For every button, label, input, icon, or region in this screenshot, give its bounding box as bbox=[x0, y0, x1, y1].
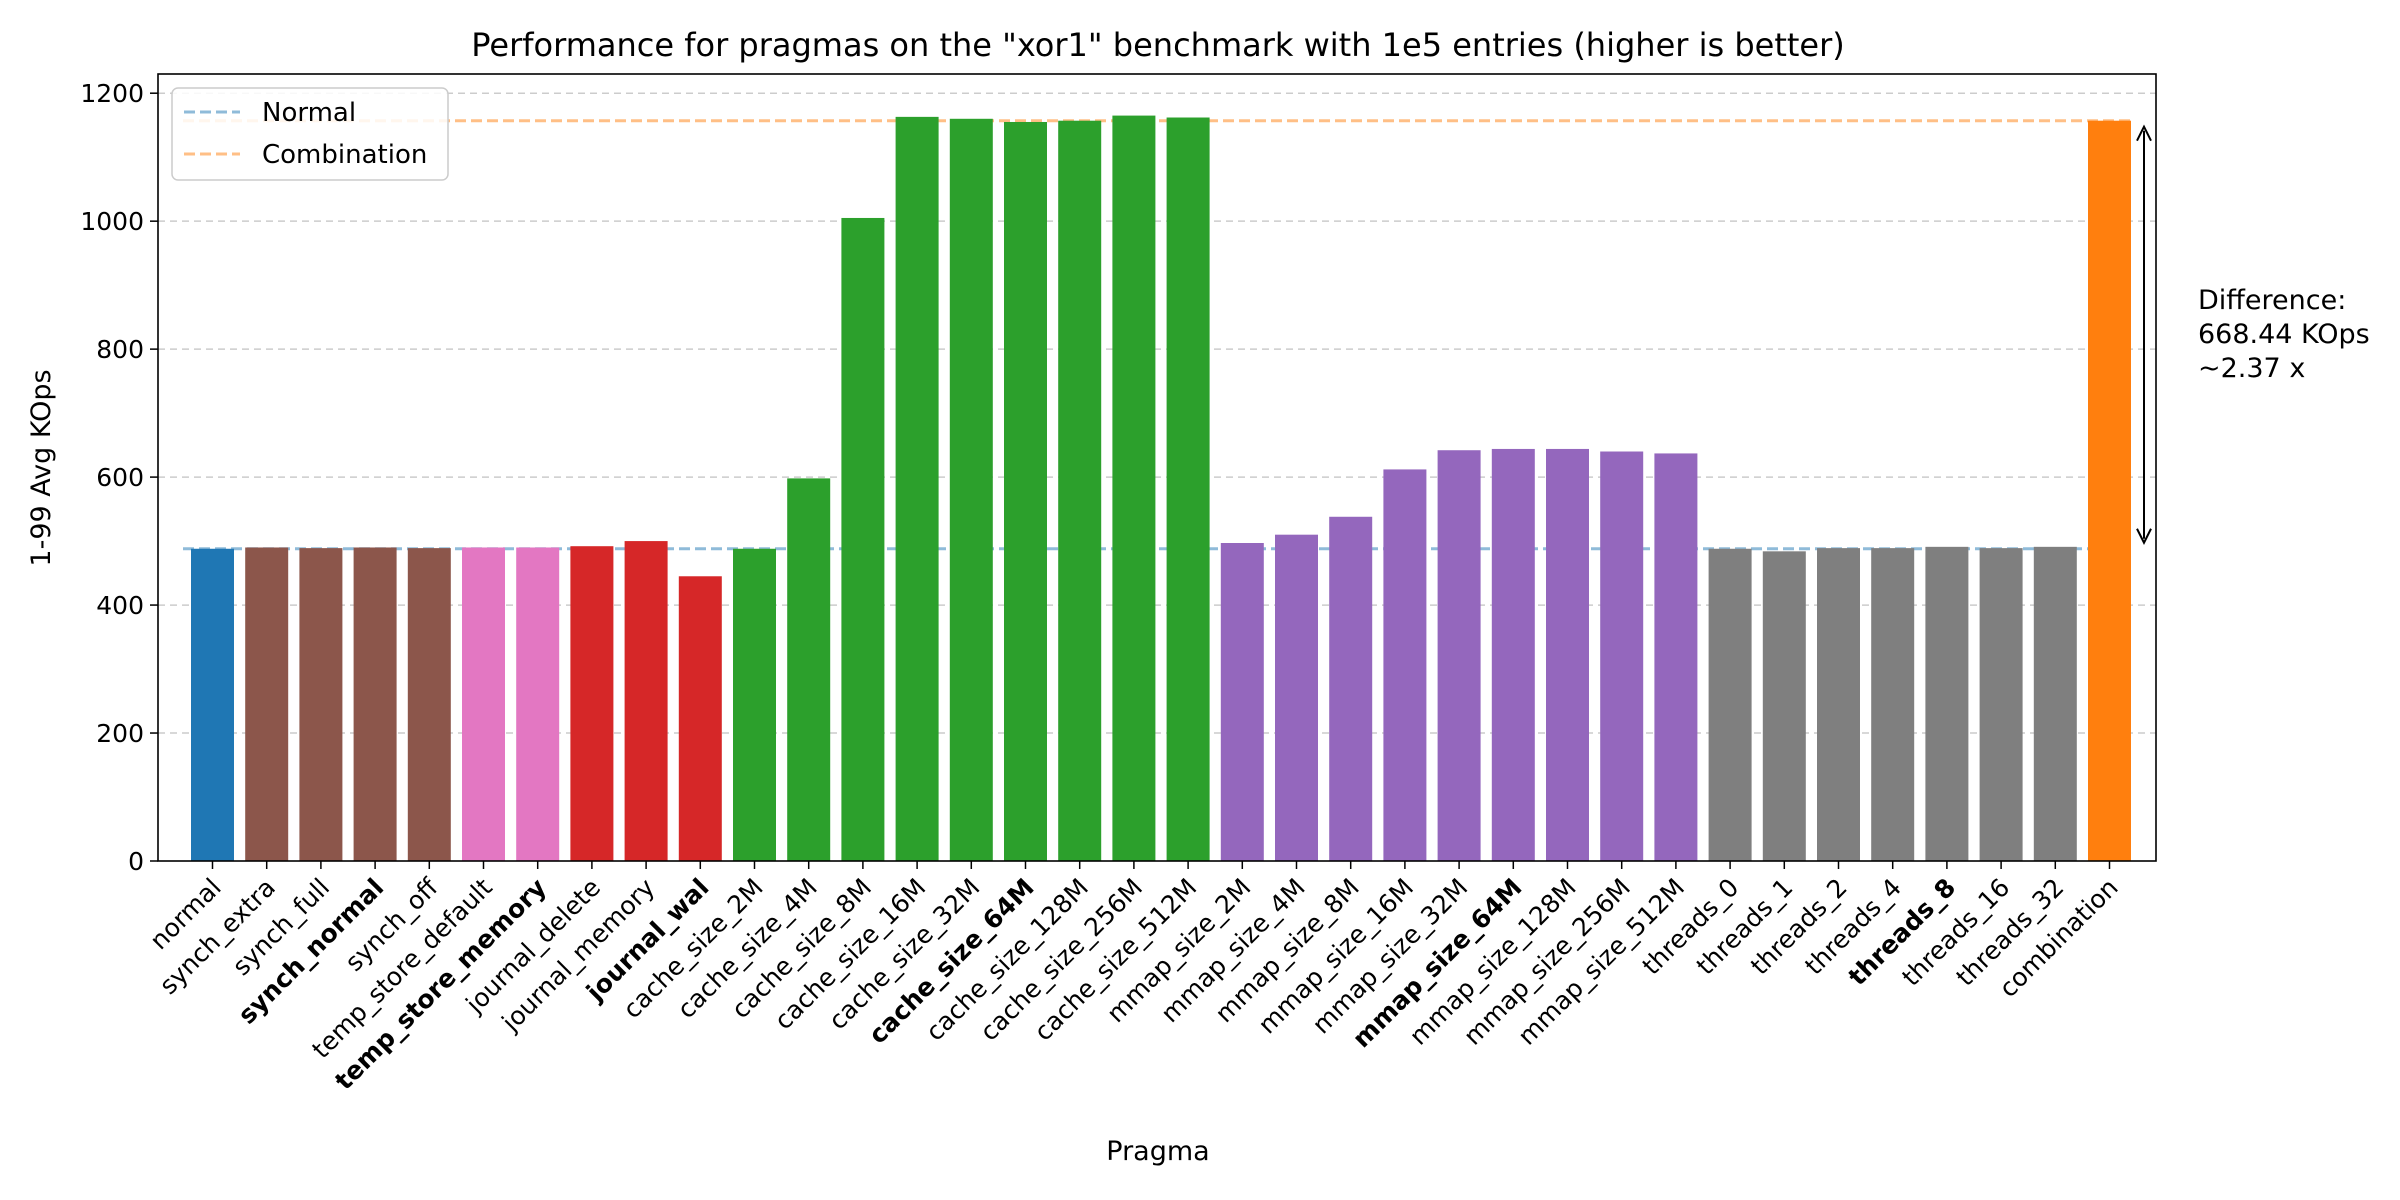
bar-cache_size_32M bbox=[949, 118, 993, 861]
bar-cache_size_64M bbox=[1004, 121, 1047, 862]
annotation-text-line: ~2.37 x bbox=[2198, 353, 2305, 384]
bar-mmap_size_256M bbox=[1600, 451, 1644, 861]
bar-combination bbox=[2088, 120, 2131, 861]
bar-threads_0 bbox=[1708, 548, 1752, 861]
plot-frame bbox=[157, 73, 2157, 862]
reference-lines bbox=[183, 119, 2131, 551]
legend-label-normal: Normal bbox=[262, 98, 356, 128]
bar-threads_2 bbox=[1817, 548, 1860, 861]
y-tick-label: 400 bbox=[96, 591, 144, 620]
y-tick-label: 1200 bbox=[80, 79, 144, 108]
bar-mmap_size_64M bbox=[1491, 448, 1535, 861]
bar-temp_store_default bbox=[462, 547, 505, 861]
bar-cache_size_2M bbox=[733, 548, 776, 861]
difference-annotation: Difference:668.44 KOps~2.37 x bbox=[2136, 124, 2370, 545]
annotation-text-line: 668.44 KOps bbox=[2198, 319, 2370, 350]
annotation-text-line: Difference: bbox=[2198, 285, 2346, 316]
bar-threads_4 bbox=[1871, 548, 1915, 861]
bar-mmap_size_2M bbox=[1220, 543, 1264, 861]
bar-journal_memory bbox=[624, 541, 668, 861]
bar-cache_size_128M bbox=[1058, 120, 1102, 861]
legend: Normal Combination bbox=[171, 87, 449, 181]
y-tick-label: 600 bbox=[96, 463, 144, 492]
bar-synch_extra bbox=[245, 547, 289, 861]
bar-journal_delete bbox=[570, 546, 614, 861]
bars bbox=[191, 115, 2131, 862]
y-axis-label: 1-99 Avg KOps bbox=[26, 369, 57, 566]
bar-normal bbox=[191, 548, 234, 861]
bar-synch_full bbox=[299, 548, 343, 861]
bar-cache_size_16M bbox=[895, 116, 939, 862]
bar-mmap_size_128M bbox=[1546, 448, 1589, 861]
y-axis-ticks: 0 200 400 600 800 1000 1200 bbox=[80, 79, 158, 876]
bar-temp_store_memory bbox=[516, 547, 560, 861]
gridlines bbox=[158, 92, 2156, 734]
bar-threads_8 bbox=[1925, 546, 1969, 861]
y-tick-label: 200 bbox=[96, 719, 144, 748]
chart-title: Performance for pragmas on the "xor1" be… bbox=[471, 26, 1844, 64]
bar-synch_off bbox=[407, 548, 451, 861]
y-tick-label: 1000 bbox=[80, 207, 144, 236]
bar-mmap_size_32M bbox=[1437, 450, 1481, 861]
bar-mmap_size_4M bbox=[1275, 534, 1318, 861]
bar-synch_normal bbox=[353, 547, 397, 861]
bar-cache_size_512M bbox=[1166, 117, 1210, 862]
bar-cache_size_8M bbox=[841, 217, 885, 862]
bar-threads_16 bbox=[1979, 548, 2023, 861]
bar-cache_size_256M bbox=[1112, 115, 1156, 862]
y-tick-label: 800 bbox=[96, 335, 144, 364]
y-tick-label: 0 bbox=[128, 847, 144, 876]
bar-threads_1 bbox=[1762, 551, 1806, 861]
legend-label-combination: Combination bbox=[262, 140, 427, 170]
x-axis-ticks: normalsynch_extrasynch_fullsynch_normals… bbox=[144, 861, 2124, 1095]
annotation-arrowhead-top bbox=[2136, 124, 2152, 142]
bar-mmap_size_8M bbox=[1329, 516, 1373, 861]
annotation-arrowhead-bottom bbox=[2136, 528, 2152, 545]
bar-mmap_size_16M bbox=[1383, 469, 1427, 861]
bar-mmap_size_512M bbox=[1654, 453, 1698, 861]
x-axis-label: Pragma bbox=[1106, 1136, 1209, 1167]
bar-threads_32 bbox=[2033, 546, 2077, 861]
bar-journal_wal bbox=[678, 576, 722, 861]
bar-cache_size_4M bbox=[787, 478, 831, 861]
legend-box bbox=[171, 87, 449, 181]
